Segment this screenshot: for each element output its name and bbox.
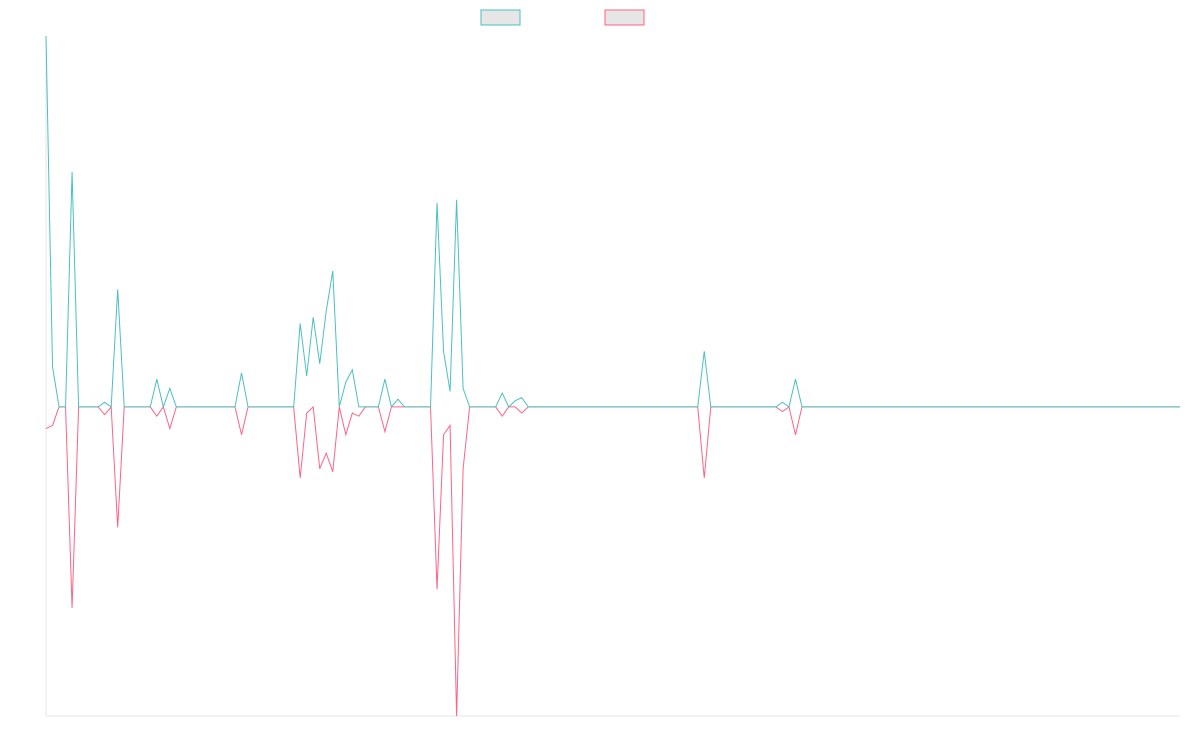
series-line-teal xyxy=(45,35,1180,409)
legend-item-1[interactable] xyxy=(480,9,521,26)
legend xyxy=(480,9,645,26)
series-line-pink xyxy=(45,405,1180,717)
axes xyxy=(45,36,1180,717)
legend-swatch-teal[interactable] xyxy=(480,9,521,26)
series-layer xyxy=(45,35,1180,717)
legend-swatch-pink[interactable] xyxy=(604,9,645,26)
legend-item-2[interactable] xyxy=(604,9,645,26)
